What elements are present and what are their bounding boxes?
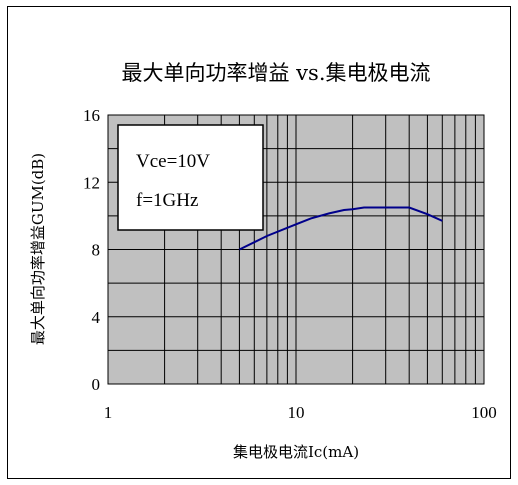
- x-axis-label: 集电极电流Ic(mA): [233, 443, 359, 461]
- x-tick-labels: 1 10 100: [104, 403, 497, 422]
- x-tick-label: 10: [288, 403, 305, 422]
- series-line: [238, 206, 443, 251]
- y-tick-label: 16: [83, 106, 100, 125]
- y-tick-label: 8: [92, 241, 101, 260]
- condition-frequency: f=1GHz: [136, 190, 198, 211]
- x-tick-label: 100: [471, 403, 497, 422]
- chart-frame: 最大单向功率增益 vs.集电极电流 0 4 8 12 16 1 10 100 Vce=10V…: [7, 6, 511, 479]
- x-tick-label: 1: [104, 403, 113, 422]
- chart-title: 最大单向功率增益 vs.集电极电流: [122, 61, 431, 85]
- condition-box: [117, 124, 264, 231]
- y-tick-label: 0: [92, 375, 101, 394]
- condition-vce: Vce=10V: [136, 151, 210, 172]
- y-tick-label: 12: [83, 173, 100, 192]
- y-tick-label: 4: [92, 308, 101, 327]
- gain-vs-current-chart: 最大单向功率增益 vs.集电极电流 0 4 8 12 16 1 10 100 Vce=10V…: [29, 61, 497, 461]
- y-tick-labels: 0 4 8 12 16: [83, 106, 101, 394]
- y-axis-label: 最大单向功率增益GUM(dB): [29, 153, 47, 345]
